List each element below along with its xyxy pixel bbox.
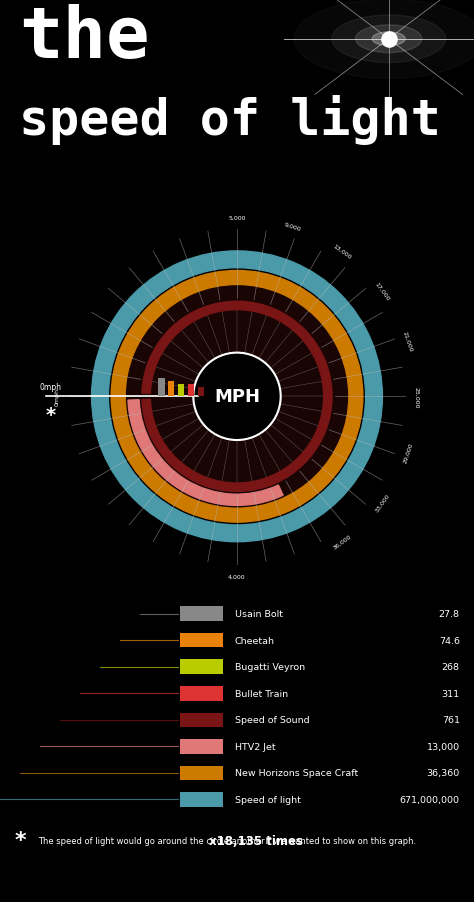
Circle shape bbox=[195, 355, 279, 438]
Point bbox=[385, 32, 392, 47]
Text: Cheetah: Cheetah bbox=[235, 636, 274, 645]
Text: 29,000: 29,000 bbox=[402, 441, 413, 464]
Text: 13,000: 13,000 bbox=[427, 742, 460, 751]
Wedge shape bbox=[142, 302, 332, 492]
Bar bbox=[158, 379, 164, 397]
Text: Bugatti Veyron: Bugatti Veyron bbox=[235, 662, 305, 671]
Text: if we wanted to show on this graph.: if we wanted to show on this graph. bbox=[263, 836, 416, 844]
Circle shape bbox=[332, 16, 446, 63]
Wedge shape bbox=[91, 252, 383, 542]
Text: 0mph: 0mph bbox=[55, 388, 60, 406]
Text: 671,000,000: 671,000,000 bbox=[400, 795, 460, 804]
Wedge shape bbox=[111, 272, 363, 522]
Bar bbox=[180, 606, 223, 621]
Circle shape bbox=[193, 353, 281, 441]
Text: The speed of light would go around the circle another: The speed of light would go around the c… bbox=[38, 836, 267, 844]
Text: 25,000: 25,000 bbox=[414, 386, 419, 408]
Bar bbox=[178, 384, 184, 397]
Bar bbox=[168, 382, 174, 397]
Text: 4,000: 4,000 bbox=[228, 574, 246, 579]
Text: 21,000: 21,000 bbox=[402, 330, 413, 353]
Bar bbox=[180, 792, 223, 807]
Text: 13,000: 13,000 bbox=[332, 244, 353, 260]
Bar bbox=[180, 713, 223, 727]
Text: 0mph: 0mph bbox=[40, 382, 62, 391]
Text: *: * bbox=[14, 830, 26, 851]
Bar bbox=[198, 387, 204, 397]
Bar bbox=[180, 766, 223, 780]
Bar bbox=[188, 384, 194, 397]
Text: Speed of Sound: Speed of Sound bbox=[235, 715, 309, 724]
Text: 17,000: 17,000 bbox=[374, 281, 391, 301]
Bar bbox=[180, 686, 223, 701]
Text: 33,000: 33,000 bbox=[374, 492, 391, 512]
Text: speed of light: speed of light bbox=[19, 96, 441, 145]
Text: x18,135 times: x18,135 times bbox=[209, 833, 302, 847]
Wedge shape bbox=[128, 400, 283, 506]
Text: the: the bbox=[19, 4, 149, 73]
Text: 36,000: 36,000 bbox=[332, 534, 353, 550]
Text: 268: 268 bbox=[442, 662, 460, 671]
Bar bbox=[180, 740, 223, 754]
Text: Bullet Train: Bullet Train bbox=[235, 689, 288, 698]
Text: 311: 311 bbox=[442, 689, 460, 698]
Text: 5,000: 5,000 bbox=[228, 215, 246, 220]
Circle shape bbox=[372, 32, 405, 47]
Text: MPH: MPH bbox=[214, 388, 260, 406]
Bar bbox=[180, 633, 223, 648]
Text: 27.8: 27.8 bbox=[439, 610, 460, 619]
Text: 9,000: 9,000 bbox=[283, 221, 301, 232]
Text: 74.6: 74.6 bbox=[439, 636, 460, 645]
Text: New Horizons Space Craft: New Horizons Space Craft bbox=[235, 769, 358, 778]
Circle shape bbox=[111, 272, 363, 522]
Text: *: * bbox=[46, 406, 55, 425]
Text: 36,360: 36,360 bbox=[427, 769, 460, 778]
Text: 761: 761 bbox=[442, 715, 460, 724]
Text: Usain Bolt: Usain Bolt bbox=[235, 610, 283, 619]
Bar bbox=[180, 659, 223, 675]
Circle shape bbox=[356, 26, 422, 53]
Text: Speed of light: Speed of light bbox=[235, 795, 301, 804]
Text: HTV2 Jet: HTV2 Jet bbox=[235, 742, 275, 751]
